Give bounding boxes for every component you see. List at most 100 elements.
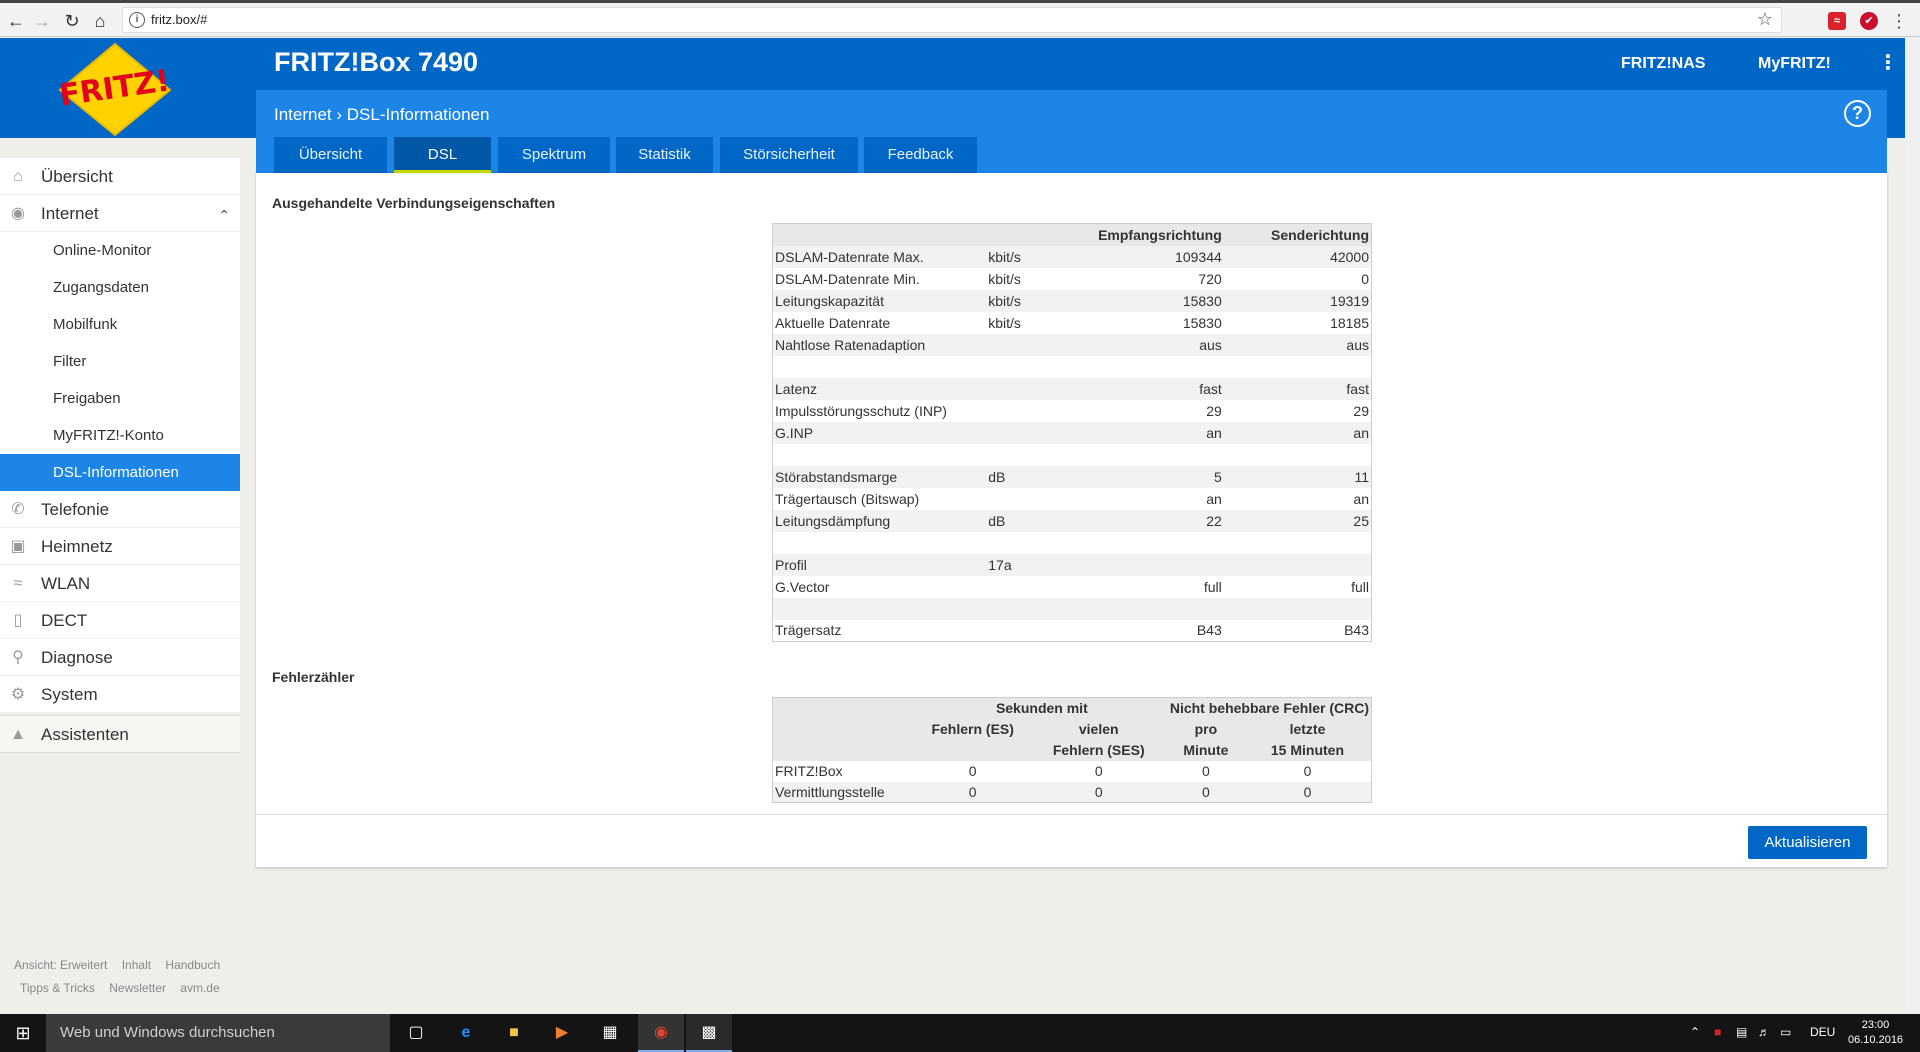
row-label: DSLAM-Datenrate Max. [775, 248, 924, 265]
row-unit [986, 334, 1096, 356]
section-title-errors: Fehlerzähler [272, 669, 355, 685]
windows-taskbar: ⊞ Web und Windows durchsuchen ▢ e ■ ▶ ▦ … [0, 1014, 1920, 1052]
fritznas-link[interactable]: FRITZ!NAS [1621, 55, 1706, 72]
error-counter-table: Sekunden mit Nicht behebbare Fehler (CRC… [772, 697, 1372, 803]
table-header-row: Fehlern (SES) Minute 15 Minuten [772, 739, 1372, 761]
fritz-logo[interactable]: FRITZ! [55, 42, 175, 137]
sidebar-sub-dsl-informationen[interactable]: DSL-Informationen [0, 454, 240, 491]
browser-menu-icon[interactable]: ⋮ [1890, 11, 1908, 31]
sidebar-item-dect[interactable]: ▯ DECT [0, 602, 240, 639]
tray-antivirus-icon[interactable]: ■ [1714, 1025, 1722, 1039]
tray-language[interactable]: DEU [1810, 1025, 1836, 1039]
chrome-taskbar-button[interactable]: ◉ [638, 1014, 684, 1052]
task-view-icon[interactable]: ▢ [408, 1024, 424, 1041]
extension-shield-icon[interactable]: ✔ [1860, 12, 1878, 30]
cell-empfang [1096, 554, 1224, 576]
col-empfangsrichtung: Empfangsrichtung [1098, 226, 1222, 243]
more-menu-icon[interactable]: ⋮ [1878, 52, 1898, 74]
col-15-line1: letzte [1289, 721, 1326, 737]
dect-phone-icon: ▯ [13, 612, 23, 629]
footer-ansicht[interactable]: Ansicht: Erweitert [14, 958, 108, 972]
sidebar-item-diagnose[interactable]: ⚲ Diagnose [0, 639, 240, 676]
product-title: FRITZ!Box 7490 [274, 47, 479, 77]
row-label: FRITZ!Box [775, 763, 843, 779]
cell-sende: 19319 [1330, 292, 1369, 309]
media-player-icon[interactable]: ▶ [555, 1024, 569, 1041]
address-bar[interactable]: i fritz.box/# ☆ [122, 7, 1782, 33]
col-senderichtung: Senderichtung [1270, 226, 1369, 243]
row-label: G.INP [775, 424, 814, 441]
sidebar-sub-myfritz-konto[interactable]: MyFRITZ!-Konto [0, 417, 240, 454]
sidebar-sub-filter[interactable]: Filter [0, 343, 240, 380]
footer-tipps[interactable]: Tipps & Tricks [20, 981, 95, 995]
breadcrumb-internet[interactable]: Internet [274, 105, 332, 124]
store-icon[interactable]: ▦ [602, 1024, 618, 1041]
sidebar-item-telefonie[interactable]: ✆ Telefonie [0, 491, 240, 528]
file-explorer-icon[interactable]: ■ [509, 1024, 519, 1041]
row-label: Aktuelle Datenrate [775, 314, 891, 331]
sidebar-item-wlan[interactable]: ≈ WLAN [0, 565, 240, 602]
tray-notification-icon[interactable]: ▭ [1780, 1025, 1792, 1039]
sidebar-item-internet[interactable]: ◉ Internet ⌃ [0, 195, 240, 232]
tab-stoersicherheit[interactable]: Störsicherheit [720, 137, 858, 173]
chevron-up-icon[interactable]: ⌃ [218, 207, 230, 223]
clock-date: 06.10.2016 [1848, 1034, 1904, 1046]
tab-feedback[interactable]: Feedback [864, 137, 977, 173]
myfritz-link[interactable]: MyFRITZ! [1758, 55, 1831, 72]
sidebar-sub-mobilfunk[interactable]: Mobilfunk [0, 306, 240, 343]
cell-es: 0 [968, 783, 977, 800]
sidebar-item-uebersicht[interactable]: ⌂ Übersicht [0, 158, 240, 195]
sidebar-label: Übersicht [41, 167, 113, 186]
tab-statistik[interactable]: Statistik [616, 137, 713, 173]
taskbar-clock[interactable]: 23:00 06.10.2016 [1848, 1018, 1903, 1048]
cell-sende: B43 [1344, 622, 1369, 639]
tray-network-icon[interactable]: ▤ [1736, 1025, 1748, 1039]
edge-icon[interactable]: e [461, 1024, 471, 1041]
home-icon[interactable]: ⌂ [94, 11, 106, 31]
back-icon[interactable]: ← [7, 11, 25, 31]
row-label: Profil [775, 556, 807, 573]
row-label: Trägersatz [775, 622, 842, 639]
tab-uebersicht[interactable]: Übersicht [274, 137, 387, 173]
tray-chevron-icon[interactable]: ⌃ [1690, 1025, 1701, 1039]
table-row: Leitungskapazität kbit/s 15830 19319 [772, 289, 1372, 312]
forward-icon[interactable]: → [33, 11, 51, 31]
table-row: Latenz fast fast [772, 377, 1372, 400]
sidebar-sub-online-monitor[interactable]: Online-Monitor [0, 232, 240, 269]
info-icon[interactable]: i [129, 12, 145, 28]
help-icon[interactable]: ? [1844, 100, 1871, 127]
footer-inhalt[interactable]: Inhalt [121, 958, 152, 972]
taskbar-search[interactable]: Web und Windows durchsuchen [46, 1014, 390, 1052]
bookmark-star-icon[interactable]: ☆ [1756, 9, 1773, 29]
sidebar-sub-freigaben[interactable]: Freigaben [0, 380, 240, 417]
footer-newsletter[interactable]: Newsletter [109, 981, 166, 995]
table-row: Aktuelle Datenrate kbit/s 15830 18185 [772, 311, 1372, 334]
sidebar-item-system[interactable]: ⚙ System [0, 676, 240, 713]
reload-icon[interactable]: ↻ [64, 11, 80, 31]
tab-dsl[interactable]: DSL [394, 137, 491, 173]
page-scrollbar[interactable] [1905, 38, 1920, 1014]
footer-avm[interactable]: avm.de [180, 981, 220, 995]
cell-sende: fast [1346, 380, 1369, 397]
section-title-connection: Ausgehandelte Verbindungseigenschaften [272, 195, 556, 211]
row-label: Impulsstörungsschutz (INP) [775, 402, 947, 419]
sidebar-sub-zugangsdaten[interactable]: Zugangsdaten [0, 269, 240, 306]
row-label: Leitungskapazität [775, 292, 884, 309]
tray-volume-icon[interactable]: ♬ [1758, 1025, 1770, 1039]
col-ses-line2: Fehlern (SES) [1052, 742, 1145, 758]
footer-handbuch[interactable]: Handbuch [165, 958, 221, 972]
sidebar-item-assistenten[interactable]: ▲ Assistenten [0, 715, 240, 753]
aktualisieren-button[interactable]: Aktualisieren [1748, 826, 1867, 859]
cell-empfang: 29 [1206, 402, 1222, 419]
row-unit [986, 598, 1096, 620]
sidebar-item-heimnetz[interactable]: ▣ Heimnetz [0, 528, 240, 565]
windows-start-icon[interactable]: ⊞ [15, 1023, 31, 1043]
row-label [773, 444, 987, 466]
cell-ses: 0 [1094, 783, 1103, 800]
terminal-taskbar-button[interactable]: ▩ [686, 1014, 732, 1052]
breadcrumb-separator: › [336, 105, 347, 124]
tab-spektrum[interactable]: Spektrum [498, 137, 610, 173]
extension-icon[interactable]: ≈ [1828, 12, 1846, 30]
table-row: DSLAM-Datenrate Min. kbit/s 720 0 [772, 267, 1372, 290]
row-unit: 17a [988, 556, 1012, 573]
